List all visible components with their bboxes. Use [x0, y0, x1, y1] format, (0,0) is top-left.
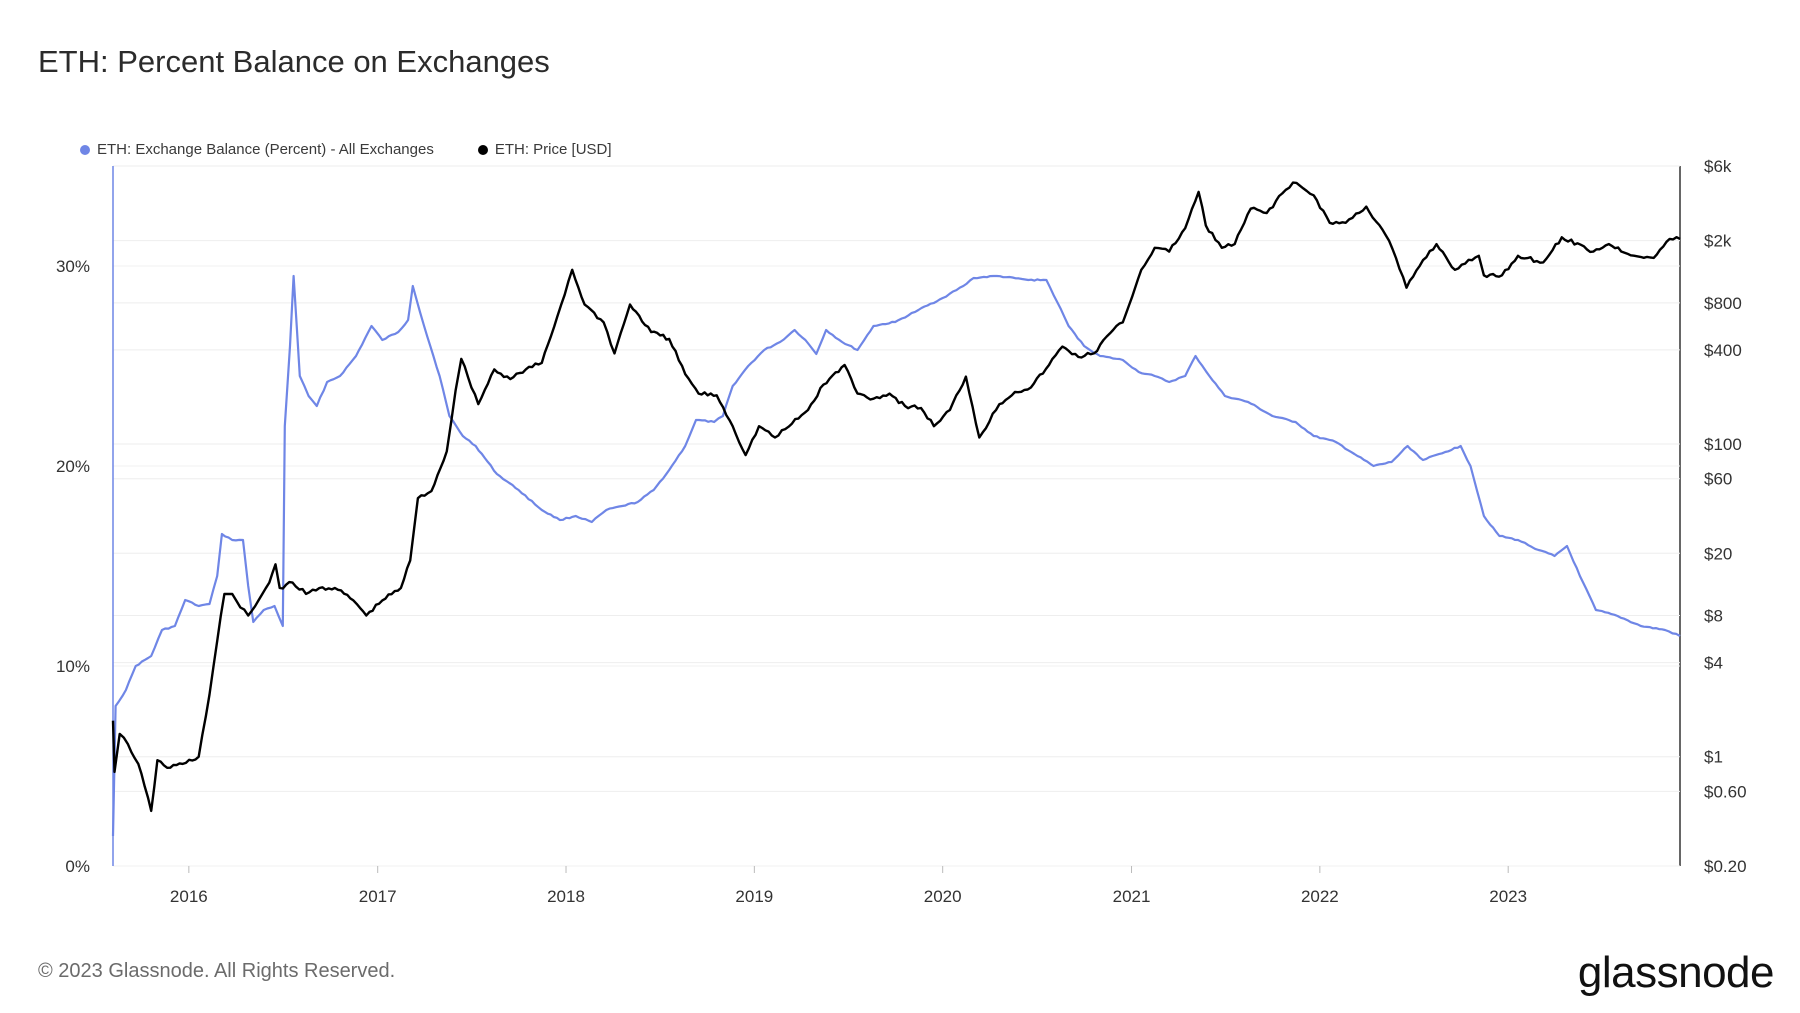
x-tick-label-6: 2022 — [1301, 887, 1339, 906]
y-right-tick-label-2: $800 — [1704, 294, 1742, 313]
legend-dot-black-icon — [477, 144, 488, 155]
y-left-tick-label-3: 30% — [56, 257, 90, 276]
page-title: ETH: Percent Balance on Exchanges — [38, 44, 550, 79]
y-right-tick-label-7: $8 — [1704, 607, 1723, 626]
glassnode-logo: glassnode — [1577, 948, 1775, 997]
y-right-tick-label-6: $20 — [1704, 544, 1732, 563]
y-right-tick-label-8: $4 — [1704, 654, 1723, 673]
x-tick-label-4: 2020 — [924, 887, 962, 906]
y-left-tick-label-1: 10% — [56, 657, 90, 676]
x-tick-label-2: 2018 — [547, 887, 585, 906]
y-right-tick-label-4: $100 — [1704, 435, 1742, 454]
y-right-tick-label-1: $2k — [1704, 232, 1732, 251]
legend-item-exchange-balance[interactable]: ETH: Exchange Balance (Percent) - All Ex… — [80, 141, 434, 158]
chart-legend: ETH: Exchange Balance (Percent) - All Ex… — [80, 141, 612, 158]
legend-label-price: ETH: Price [USD] — [494, 141, 612, 158]
y-right-tick-label-9: $1 — [1704, 748, 1723, 767]
y-right-tick-label-10: $0.60 — [1704, 782, 1747, 801]
x-tick-label-1: 2017 — [359, 887, 397, 906]
legend-item-price[interactable]: ETH: Price [USD] — [477, 141, 612, 158]
y-right-tick-label-5: $60 — [1704, 470, 1732, 489]
series-line-1 — [111, 181, 1681, 813]
x-tick-label-0: 2016 — [170, 887, 208, 906]
y-right-tick-label-11: $0.20 — [1704, 857, 1747, 876]
x-tick-label-3: 2019 — [735, 887, 773, 906]
x-tick-label-7: 2023 — [1489, 887, 1527, 906]
legend-dot-blue-icon — [80, 144, 90, 155]
legend-label-exchange-balance: ETH: Exchange Balance (Percent) - All Ex… — [97, 141, 434, 158]
series-line-0 — [111, 274, 1681, 837]
y-right-tick-label-3: $400 — [1704, 341, 1742, 360]
x-tick-label-5: 2021 — [1113, 887, 1151, 906]
y-left-tick-label-2: 20% — [56, 457, 90, 476]
y-right-tick-label-0: $6k — [1704, 157, 1732, 176]
y-left-tick-label-0: 0% — [65, 857, 90, 876]
copyright-footer: © 2023 Glassnode. All Rights Reserved. — [38, 960, 396, 982]
